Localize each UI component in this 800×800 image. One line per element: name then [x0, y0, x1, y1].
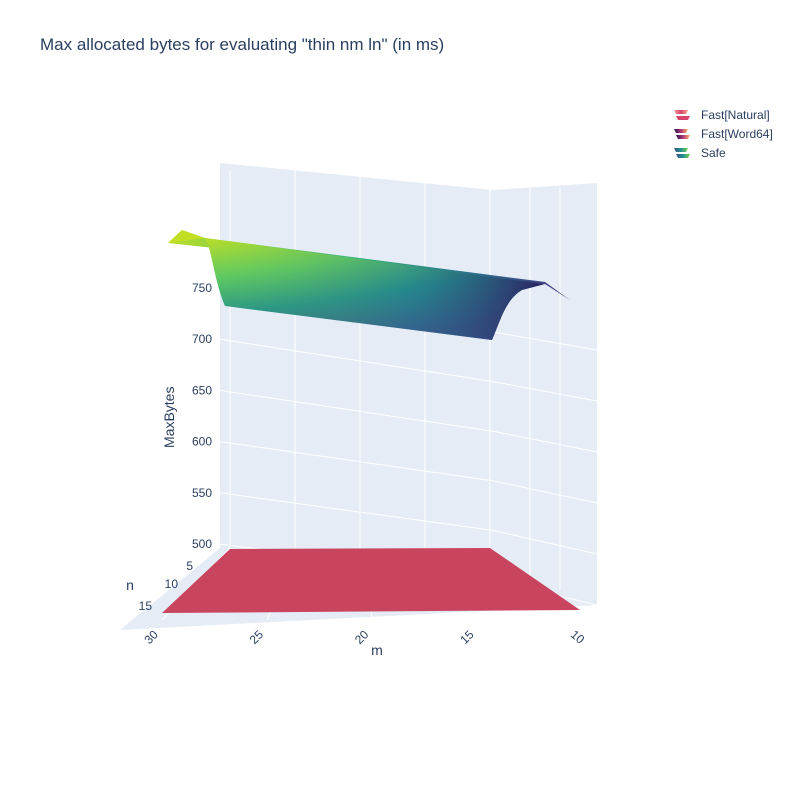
- y-axis-label: n: [126, 577, 134, 593]
- z-tick-label: 650: [192, 383, 212, 397]
- safe-surface-shade: [205, 238, 545, 340]
- chart-title: Max allocated bytes for evaluating "thin…: [40, 35, 444, 54]
- y-ticks: 5 10 15: [139, 559, 194, 613]
- z-tick-label: 500: [192, 537, 212, 551]
- z-tick-label: 700: [192, 332, 212, 346]
- y-tick-label: 10: [165, 577, 179, 591]
- z-tick-label: 550: [192, 486, 212, 500]
- x-ticks: 30 25 20 15 10: [141, 627, 587, 647]
- fast-natural-swatch-icon: [674, 110, 690, 120]
- legend: Fast[Natural] Fast[Word64] Safe: [674, 108, 773, 160]
- x-tick-label: 10: [568, 627, 587, 647]
- x-tick-label: 30: [141, 627, 161, 647]
- legend-item-fast-natural[interactable]: Fast[Natural]: [674, 108, 770, 122]
- legend-label-fast-natural: Fast[Natural]: [701, 108, 770, 122]
- z-axis-label: MaxBytes: [161, 387, 177, 448]
- y-tick-label: 5: [186, 559, 193, 573]
- x-tick-label: 15: [457, 627, 477, 647]
- fast-natural-surface: [162, 548, 580, 613]
- legend-item-safe[interactable]: Safe: [674, 146, 726, 160]
- fast-word64-swatch-icon: [674, 129, 690, 139]
- z-tick-label: 750: [192, 281, 212, 295]
- safe-surface-edge: [168, 230, 205, 243]
- x-tick-label: 20: [352, 627, 372, 647]
- legend-label-safe: Safe: [701, 146, 726, 160]
- x-axis-label: m: [371, 642, 383, 658]
- safe-swatch-icon: [674, 148, 690, 158]
- z-tick-label: 600: [192, 435, 212, 449]
- y-tick-label: 15: [139, 599, 153, 613]
- legend-item-fast-word64[interactable]: Fast[Word64]: [674, 127, 773, 141]
- legend-label-fast-word64: Fast[Word64]: [701, 127, 773, 141]
- x-tick-label: 25: [247, 627, 267, 647]
- z-ticks: 500 550 600 650 700 750: [192, 281, 212, 551]
- back-wall: [220, 163, 493, 580]
